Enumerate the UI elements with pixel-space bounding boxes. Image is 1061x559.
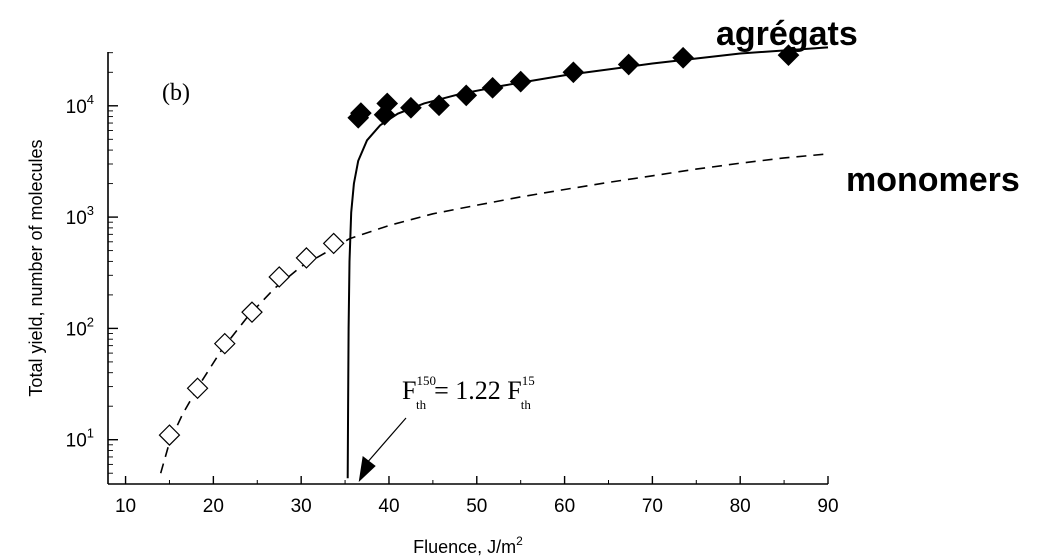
threshold-equals: = 1.22 F — [434, 376, 522, 405]
x-tick-label-10: 10 — [115, 496, 136, 517]
agregats-point — [672, 46, 694, 69]
threshold-sub-left: th — [416, 397, 427, 412]
threshold-arrow-head — [358, 456, 376, 482]
x-axis-label-superscript: 2 — [516, 534, 523, 548]
x-axis-label: Fluence, J/m2 — [413, 534, 523, 557]
y-tick-base: 10 — [66, 97, 87, 118]
threshold-sup-left: 150 — [416, 373, 436, 388]
threshold-f-left: F — [402, 376, 416, 405]
agregats-point — [455, 84, 478, 107]
x-tick-label-70: 70 — [642, 496, 663, 517]
y-tick-exponent: 3 — [87, 203, 94, 218]
agregats-point — [777, 44, 800, 67]
y-tick-base: 10 — [66, 208, 87, 229]
agregats-point — [562, 61, 585, 84]
monomers-point — [268, 266, 291, 288]
x-tick-label-60: 60 — [554, 496, 575, 517]
x-tick-label-90: 90 — [817, 496, 838, 517]
agregats-point — [350, 102, 372, 124]
agregats-point — [376, 92, 399, 115]
threshold-formula: F150 th = 1.22 F15 th — [402, 373, 535, 412]
x-tick-label-50: 50 — [466, 496, 487, 517]
series-label-agregats: agrégats — [716, 15, 858, 53]
x-tick-label-30: 30 — [291, 496, 312, 517]
threshold-arrow-line — [367, 417, 407, 463]
agregats-point — [400, 96, 422, 119]
threshold-sub-right: th — [521, 397, 532, 412]
agregats-point — [509, 70, 532, 93]
monomers-point — [158, 424, 181, 446]
data-markers — [158, 44, 800, 446]
monomers-point — [186, 377, 209, 400]
y-tick-base: 10 — [66, 319, 87, 340]
y-tick-base: 10 — [66, 431, 87, 452]
panel-label: (b) — [162, 80, 190, 106]
x-tick-label-80: 80 — [730, 496, 751, 517]
agregats-point — [481, 76, 504, 99]
monomers-point — [295, 247, 318, 269]
monomers-point — [213, 332, 236, 355]
fit-curves — [159, 46, 829, 479]
y-axis-label: Total yield, number of molecules — [26, 139, 46, 396]
curve-monomers-fit — [159, 153, 829, 474]
chart-axes — [107, 52, 828, 485]
y-tick-label-2: 102 — [66, 314, 94, 340]
y-tick-exponent: 1 — [87, 426, 94, 441]
chart-labels: (b) agrégats monomers Fluence, J/m2 Tota… — [26, 15, 1020, 557]
y-tick-label-4: 104 — [66, 92, 94, 118]
curve-agrégats-fit — [346, 46, 829, 479]
series-label-monomers: monomers — [846, 161, 1020, 199]
y-tick-exponent: 4 — [87, 92, 94, 107]
y-tick-exponent: 2 — [87, 314, 94, 329]
threshold-annotation: F150 th = 1.22 F15 th — [358, 373, 535, 482]
y-tick-label-1: 101 — [66, 426, 94, 452]
y-tick-label-3: 103 — [66, 203, 94, 229]
x-tick-label-40: 40 — [378, 496, 399, 517]
monomers-point — [241, 301, 263, 323]
agregats-point — [617, 53, 640, 76]
threshold-sup-right: 15 — [522, 373, 535, 388]
monomers-point — [322, 232, 345, 255]
x-tick-label-20: 20 — [203, 496, 224, 517]
agregats-point — [428, 94, 450, 117]
x-axis-label-text: Fluence, J/m — [413, 537, 516, 557]
